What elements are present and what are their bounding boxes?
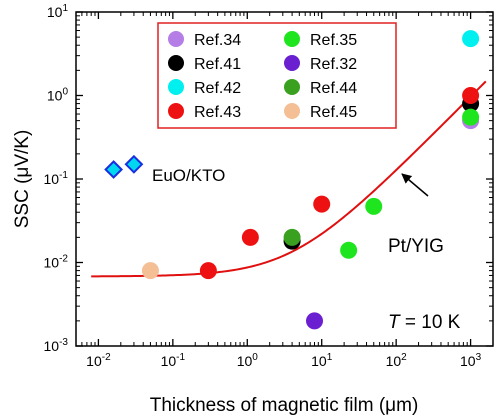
data-point-ref-43: [462, 87, 480, 104]
x-tick-label: 103: [460, 352, 482, 369]
legend-label-ref-34: Ref.34: [194, 32, 241, 49]
legend-marker-ref-42: [168, 79, 184, 95]
legend-marker-ref-35: [284, 31, 300, 47]
y-tick-label: 100: [47, 87, 69, 104]
data-point-ref-35: [340, 241, 358, 259]
data-point-euo-kto: [124, 154, 144, 174]
legend-marker-ref-45: [284, 103, 300, 119]
data-point-ref-35: [462, 108, 480, 126]
data-point-ref-43: [241, 228, 259, 246]
y-tick-label: 10-2: [44, 254, 69, 271]
legend-marker-ref-41: [168, 55, 184, 71]
data-point-ref-44: [283, 228, 301, 246]
legend-label-ref-45: Ref.45: [310, 104, 357, 121]
data-point-ref-42: [462, 30, 480, 48]
annotation-label: Pt/YIG: [388, 236, 444, 257]
legend-marker-ref-43: [168, 103, 184, 119]
data-point-ref-45: [141, 262, 159, 280]
legend-marker-ref-34: [168, 31, 184, 47]
legend-label-ref-32: Ref.32: [310, 56, 357, 73]
data-point-ref-32: [306, 312, 324, 330]
legend-label-ref-44: Ref.44: [310, 80, 357, 97]
data-point-euo-kto: [104, 160, 124, 179]
x-tick-label: 102: [386, 352, 408, 369]
x-tick-label: 101: [311, 352, 333, 369]
x-axis-label: Thickness of magnetic film (μm): [150, 395, 419, 416]
y-axis-label: SSC (μV/K): [12, 130, 33, 229]
y-tick-label: 10-3: [44, 337, 69, 354]
legend-marker-ref-44: [284, 79, 300, 95]
data-point-ref-43: [313, 195, 331, 213]
x-tick-label: 10-2: [86, 352, 111, 369]
y-tick-label: 10-1: [44, 170, 69, 187]
legend-label-ref-41: Ref.41: [194, 56, 241, 73]
data-point-ref-43: [199, 262, 217, 280]
y-tick-label: 101: [47, 3, 69, 20]
legend-label-ref-43: Ref.43: [194, 104, 241, 121]
data-point-ref-35: [365, 197, 383, 215]
annotation-arrow: [401, 173, 429, 197]
x-tick-label: 100: [237, 352, 259, 369]
legend-box: [157, 22, 397, 129]
legend-marker-ref-32: [284, 55, 300, 71]
x-tick-label: 10-1: [161, 352, 186, 369]
legend-label-ref-42: Ref.42: [194, 80, 241, 97]
legend-label-ref-35: Ref.35: [310, 32, 357, 49]
condition-label: T = 10 K: [388, 312, 461, 333]
diamond-series-label: EuO/KTO: [152, 166, 225, 185]
